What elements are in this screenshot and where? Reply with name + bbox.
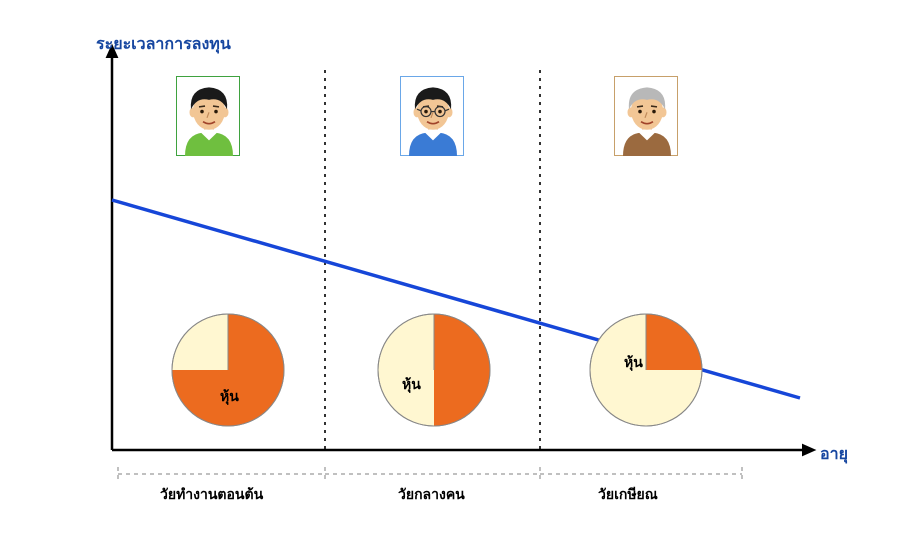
- x-axis-arrow-icon: [802, 444, 816, 457]
- avatar-icon: [616, 78, 678, 156]
- y-axis-label: ระยะเวลาการลงทุน: [96, 32, 231, 57]
- pie-slice-label: หุ้น: [220, 386, 239, 408]
- life-stage-label: วัยเกษียณ: [598, 484, 658, 506]
- life-stage-avatar: [176, 76, 240, 156]
- life-stage-label: วัยทำงานตอนต้น: [160, 484, 263, 506]
- life-stage-avatar: [400, 76, 464, 156]
- avatar-icon: [402, 78, 464, 156]
- avatar-icon: [178, 78, 240, 156]
- life-stage-avatar: [614, 76, 678, 156]
- pie-slice-label: หุ้น: [402, 374, 421, 396]
- pie-slice-label: หุ้น: [624, 352, 643, 374]
- x-axis-label: อายุ: [820, 442, 848, 467]
- life-stage-label: วัยกลางคน: [398, 484, 465, 506]
